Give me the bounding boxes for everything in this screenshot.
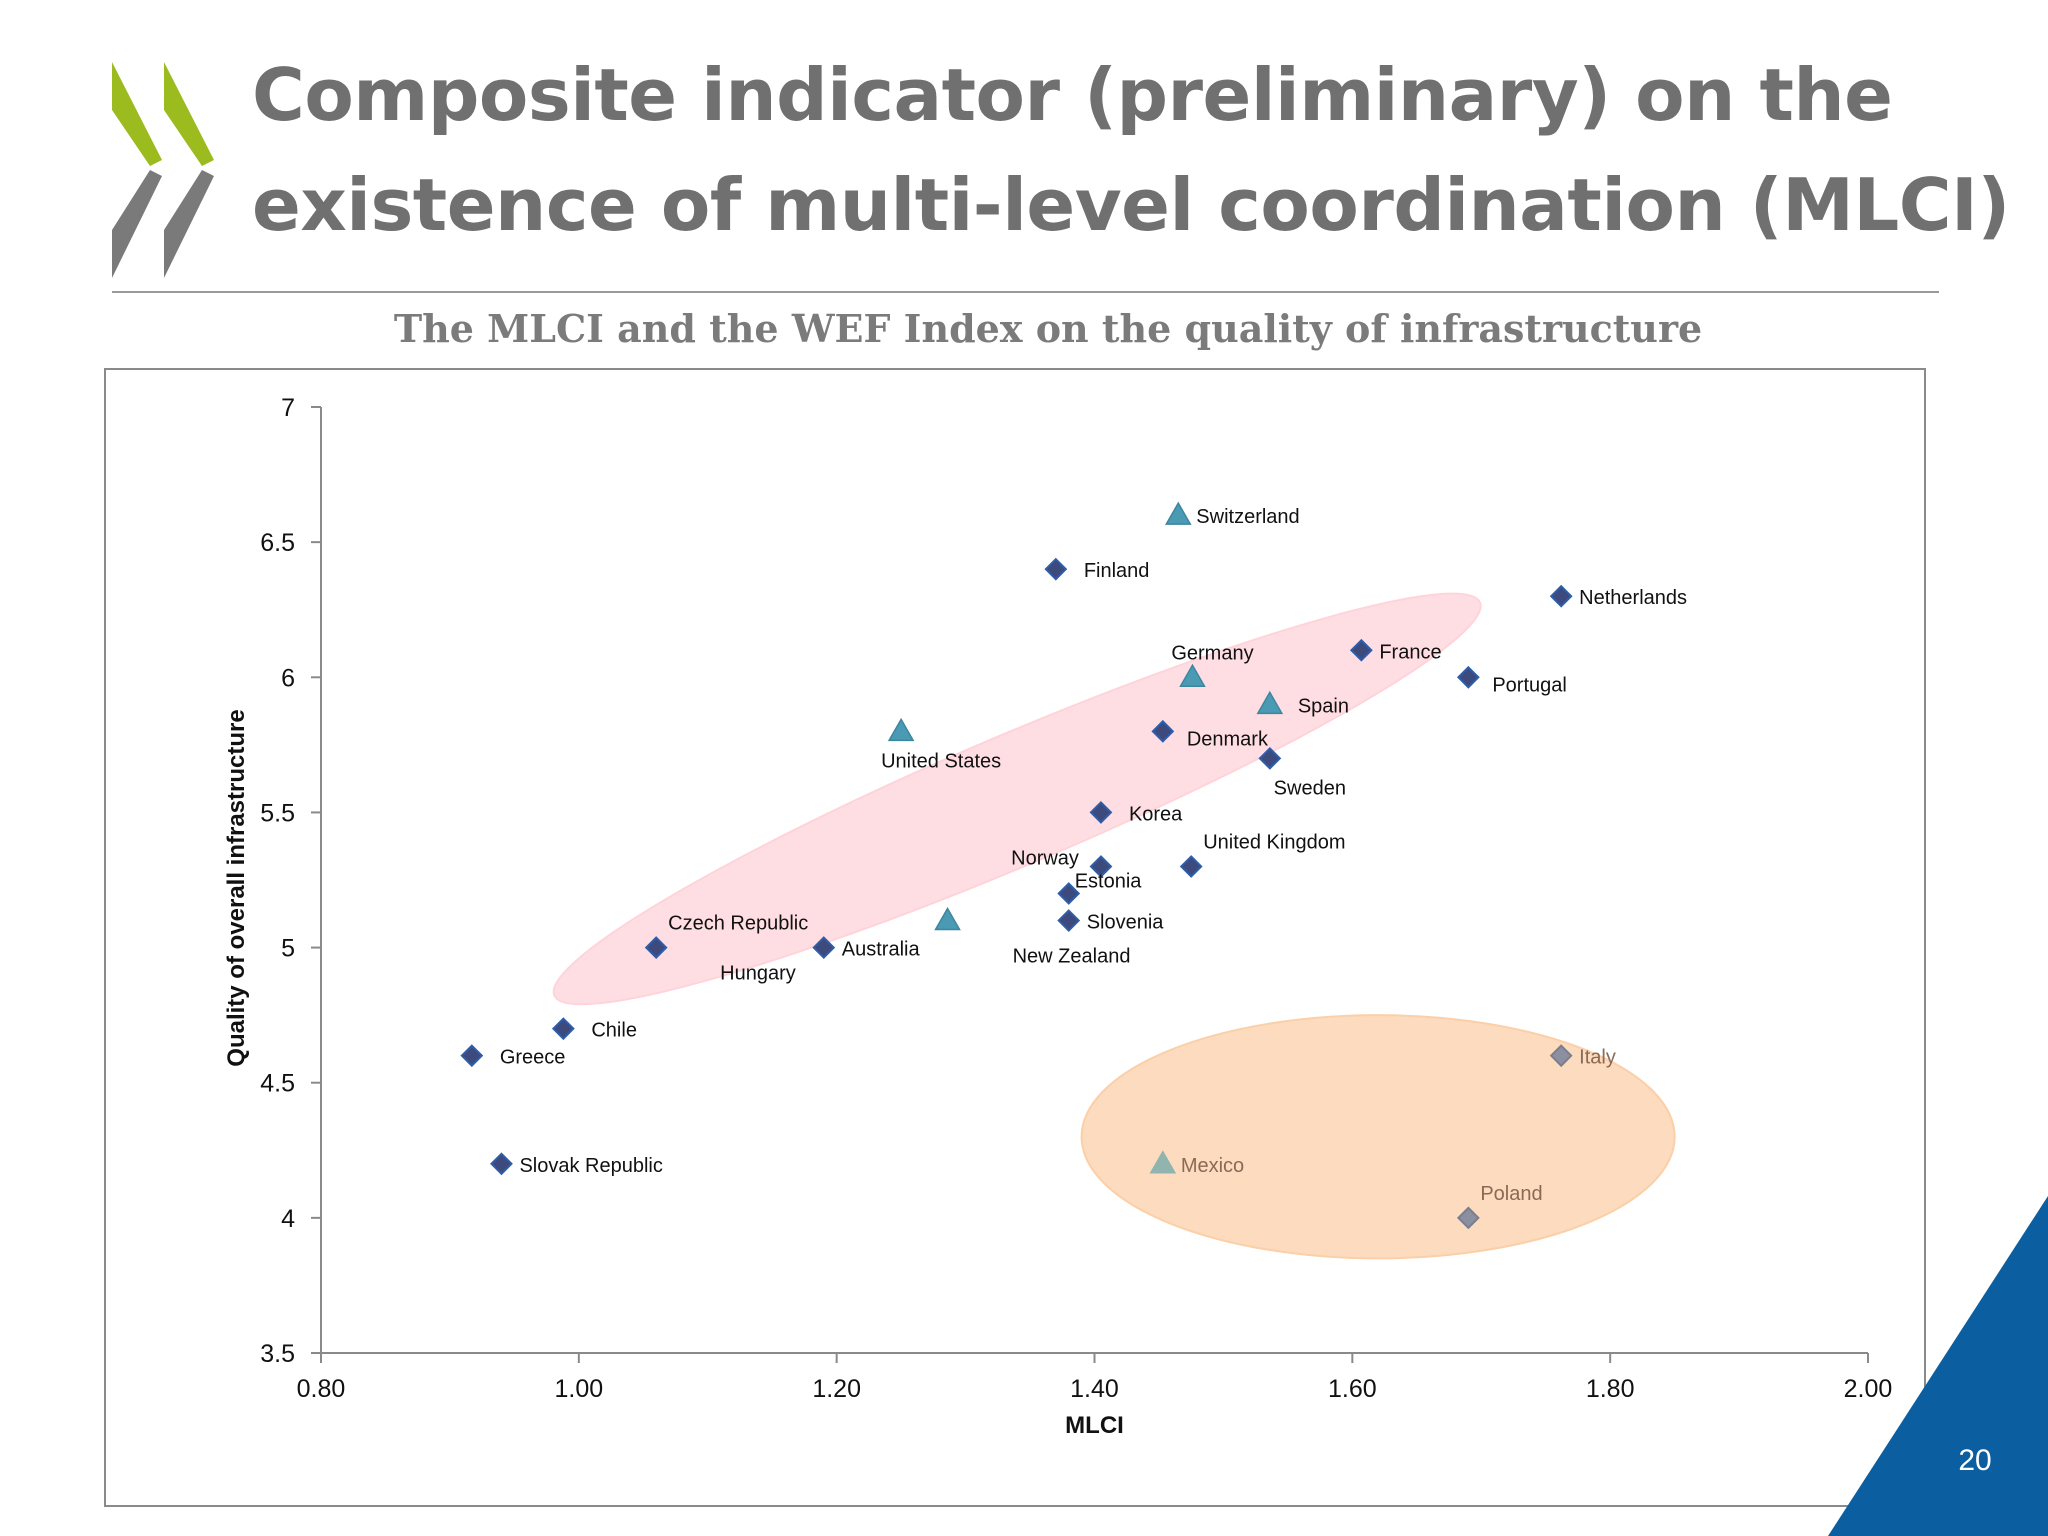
- marker-denmark: [1151, 719, 1175, 743]
- label-mexico: Mexico: [1181, 1155, 1244, 1177]
- marker-netherlands: [1549, 584, 1573, 608]
- label-united-states: United States: [881, 750, 1001, 772]
- marker-united-kingdom: [1179, 855, 1203, 878]
- chart-frame: [104, 368, 1926, 1507]
- label-slovak-republic: Slovak Republic: [519, 1155, 662, 1177]
- x-tick-label: 1.20: [812, 1375, 861, 1403]
- label-new-zealand: New Zealand: [1013, 946, 1131, 968]
- lower-cluster-ellipse: [1080, 1014, 1676, 1260]
- marker-estonia: [1057, 882, 1081, 905]
- marker-greece: [460, 1044, 484, 1068]
- marker-portugal: [1456, 665, 1480, 689]
- marker-norway: [1089, 855, 1113, 878]
- cluster-ellipses: [552, 592, 1676, 1260]
- logo-green-chevron-right: [164, 62, 214, 166]
- marker-chile: [551, 1017, 575, 1041]
- marker-germany: [1179, 663, 1206, 688]
- page-number: 20: [1958, 1444, 1992, 1477]
- y-tick-label: 6: [281, 664, 295, 692]
- marker-korea: [1089, 801, 1113, 824]
- y-tick-label: 7: [281, 394, 295, 422]
- label-hungary: Hungary: [720, 963, 796, 985]
- y-tick-label: 5.5: [260, 799, 295, 827]
- x-axis-label: MLCI: [1065, 1412, 1124, 1439]
- marker-slovak-republic: [490, 1152, 513, 1176]
- y-tick-label: 5: [281, 935, 295, 963]
- marker-france: [1349, 638, 1373, 662]
- upper-cluster-ellipse: [552, 592, 1482, 1006]
- label-finland: Finland: [1084, 560, 1150, 582]
- point-labels: Switzerland Finland Netherlands France Germa…: [500, 506, 1687, 1205]
- label-norway: Norway: [1011, 847, 1079, 869]
- x-tick-label: 1.40: [1070, 1375, 1119, 1403]
- marker-finland: [1044, 557, 1068, 581]
- data-points: [460, 501, 1573, 1230]
- label-italy: Italy: [1579, 1047, 1616, 1069]
- x-tick-label: 0.80: [297, 1375, 346, 1403]
- x-tick-label: 1.00: [554, 1375, 603, 1403]
- marker-poland: [1456, 1206, 1480, 1230]
- label-czech-republic: Czech Republic: [668, 913, 808, 935]
- oecd-logo: [112, 62, 214, 278]
- label-korea: Korea: [1129, 803, 1183, 825]
- label-chile: Chile: [591, 1020, 637, 1042]
- y-tick-label: 4: [281, 1205, 295, 1233]
- label-australia: Australia: [842, 939, 921, 961]
- label-slovenia: Slovenia: [1087, 912, 1165, 934]
- label-france: France: [1379, 641, 1441, 663]
- label-united-kingdom: United Kingdom: [1203, 831, 1345, 853]
- label-greece: Greece: [500, 1047, 566, 1069]
- marker-mexico: [1149, 1150, 1177, 1174]
- label-netherlands: Netherlands: [1579, 587, 1687, 609]
- label-switzerland: Switzerland: [1196, 506, 1299, 528]
- marker-slovenia: [1057, 909, 1081, 932]
- logo-green-chevron-left: [112, 62, 162, 166]
- y-tick-label: 3.5: [260, 1340, 295, 1368]
- logo-gray-chevron-left: [112, 170, 162, 278]
- y-axis-label: Quality of overall infrastructure: [223, 709, 250, 1066]
- marker-new-zealand: [934, 907, 961, 931]
- label-estonia: Estonia: [1075, 871, 1143, 893]
- marker-sweden: [1258, 746, 1282, 770]
- slide-title: Composite indicator (preliminary) on the…: [252, 53, 2010, 247]
- y-tick-label: 6.5: [260, 529, 295, 557]
- title-divider: [112, 291, 1939, 293]
- marker-spain: [1256, 690, 1284, 715]
- x-tick-label: 2.00: [1844, 1375, 1893, 1403]
- label-poland: Poland: [1480, 1183, 1542, 1205]
- marker-australia: [812, 936, 836, 959]
- y-tick-label: 4.5: [260, 1070, 295, 1098]
- label-portugal: Portugal: [1492, 674, 1567, 696]
- label-sweden: Sweden: [1274, 777, 1346, 799]
- corner-decoration: [1828, 1196, 2048, 1536]
- label-denmark: Denmark: [1187, 728, 1269, 750]
- marker-switzerland: [1165, 501, 1192, 525]
- x-tick-label: 1.80: [1586, 1375, 1635, 1403]
- chart-axes: 0.80 1.00 1.20 1.40 1.60 1.80 2.00 3.5 4 4.5 5 5.5 6…: [223, 394, 1892, 1439]
- marker-united-states: [887, 717, 915, 742]
- chart-title: The MLCI and the WEF Index on the qualit…: [393, 306, 1703, 351]
- marker-italy: [1549, 1044, 1573, 1068]
- marker-czech-republic: [644, 936, 668, 959]
- x-tick-label: 1.60: [1328, 1375, 1377, 1403]
- logo-gray-chevron-right: [164, 170, 214, 278]
- label-spain: Spain: [1298, 695, 1349, 717]
- label-germany: Germany: [1171, 642, 1253, 664]
